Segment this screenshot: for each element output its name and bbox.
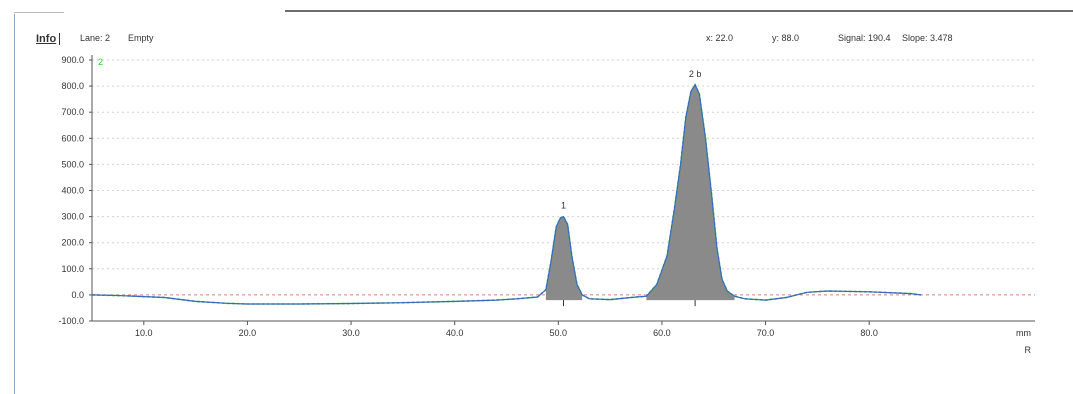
- unit-label: R: [1025, 345, 1032, 355]
- x-tick-label: 40.0: [446, 328, 464, 338]
- x-readout: x: 22.0: [706, 33, 734, 43]
- y-tick-label: 600.0: [61, 133, 84, 143]
- peak-area: [646, 84, 735, 301]
- y-tick-label: 400.0: [61, 186, 84, 196]
- info-bar: Info Lane: 2 Empty x: 22.0 y: 88.0 Signa…: [36, 30, 1036, 46]
- lane-number: 2: [98, 57, 103, 67]
- x-tick-label: 70.0: [757, 328, 775, 338]
- y-tick-label: 300.0: [61, 212, 84, 222]
- window-top-divider: [285, 10, 1073, 12]
- x-axis-label: mm: [1016, 328, 1031, 338]
- y-tick-label: 100.0: [61, 264, 84, 274]
- y-tick-label: 200.0: [61, 238, 84, 248]
- y-tick-label: 900.0: [61, 55, 84, 65]
- y-tick-label: 800.0: [61, 81, 84, 91]
- y-tick-label: 700.0: [61, 107, 84, 117]
- x-tick-label: 60.0: [653, 328, 671, 338]
- trace-green: [91, 83, 922, 305]
- window-top-left-divider: [14, 12, 64, 13]
- info-button[interactable]: Info: [36, 33, 61, 45]
- peak-label: 1: [561, 201, 566, 211]
- lane-label: Lane: 2: [80, 33, 111, 43]
- y-readout: y: 88.0: [772, 33, 800, 43]
- y-tick-label: -100.0: [58, 316, 84, 326]
- x-tick-label: 80.0: [860, 328, 878, 338]
- status-label: Empty: [128, 33, 154, 43]
- y-tick-label: 0.0: [71, 290, 84, 300]
- slope-readout: Slope: 3.478: [902, 33, 953, 43]
- x-tick-label: 30.0: [342, 328, 360, 338]
- peak-label: 2 b: [689, 69, 702, 79]
- x-tick-label: 20.0: [239, 328, 257, 338]
- x-tick-label: 50.0: [550, 328, 568, 338]
- x-tick-label: 10.0: [135, 328, 153, 338]
- trace-line: [91, 83, 922, 305]
- panel-left-border: [14, 14, 15, 394]
- y-tick-label: 500.0: [61, 159, 84, 169]
- signal-readout: Signal: 190.4: [838, 33, 891, 43]
